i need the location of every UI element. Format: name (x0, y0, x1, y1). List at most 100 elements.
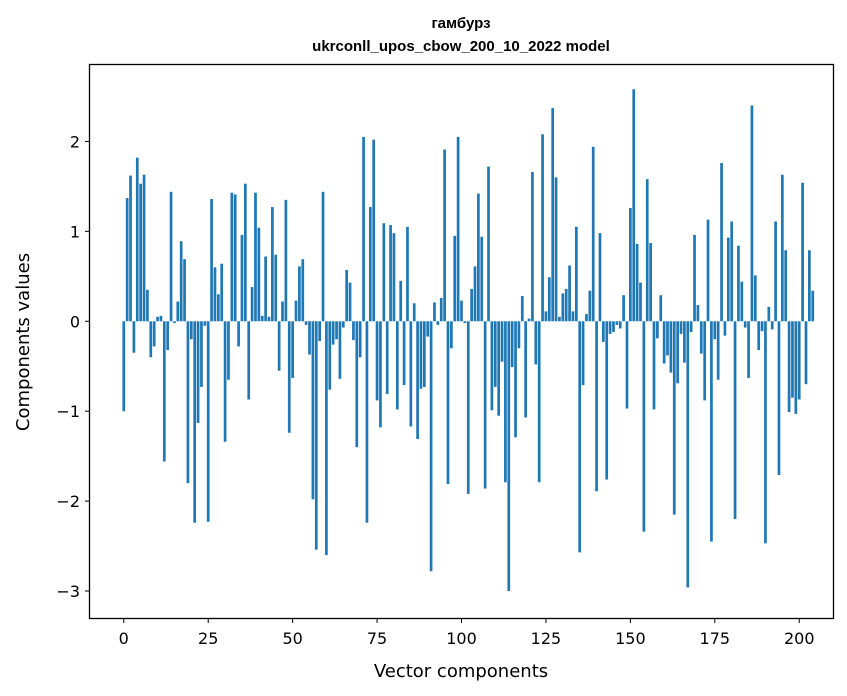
bar (578, 321, 582, 553)
bar (699, 321, 703, 354)
bar (132, 321, 136, 353)
bar (706, 219, 710, 322)
bar (328, 321, 332, 390)
bar (237, 321, 240, 347)
bar (220, 263, 224, 322)
bar (423, 321, 426, 387)
bar (429, 321, 433, 572)
bar (439, 297, 443, 322)
x-axis-ticks: 0 25 50 75 100 125 150 175 200 (119, 618, 815, 648)
bar (487, 166, 490, 322)
bar (466, 321, 470, 494)
bar (625, 321, 629, 409)
bar (483, 321, 487, 489)
bar (737, 245, 740, 322)
bar (652, 321, 656, 410)
bar (693, 234, 696, 322)
bar (139, 183, 143, 322)
bar (477, 193, 480, 322)
bar (169, 191, 173, 322)
bar (311, 321, 315, 500)
bar (608, 321, 612, 334)
bar (490, 321, 494, 411)
bar (497, 321, 500, 416)
bar (149, 321, 153, 358)
bar (726, 237, 730, 322)
bar (740, 281, 744, 322)
bar (166, 321, 170, 351)
bar (321, 191, 325, 322)
bar (541, 134, 544, 322)
bar (443, 149, 446, 322)
bar (233, 194, 237, 322)
bar (314, 321, 318, 550)
bar (588, 290, 592, 322)
bar (537, 321, 541, 483)
bar (629, 207, 632, 322)
bar (757, 321, 761, 351)
bar (544, 311, 548, 322)
bar (777, 321, 781, 476)
bar (274, 254, 278, 322)
y-axis-ticks: −3 −2 −1 0 1 2 (56, 132, 90, 601)
bar (470, 288, 473, 322)
bar-series (122, 89, 815, 592)
bar (352, 321, 355, 341)
bar (504, 321, 507, 483)
bar (183, 259, 186, 322)
bar (318, 321, 321, 342)
bar (196, 321, 200, 423)
bar (618, 321, 622, 329)
bar (200, 321, 203, 387)
bar (281, 301, 284, 322)
bar (642, 321, 646, 532)
bar (510, 321, 514, 368)
bar (662, 321, 666, 364)
bar (723, 321, 727, 336)
bar (375, 321, 379, 401)
bar (598, 233, 602, 322)
bar (733, 321, 737, 520)
bar (456, 136, 460, 322)
chart-title: гамбурз (431, 15, 490, 32)
bar (713, 321, 717, 340)
bar (379, 321, 382, 428)
bar (210, 198, 213, 322)
bar (250, 287, 254, 322)
x-axis-label: Vector components (374, 661, 548, 682)
bar (547, 277, 551, 322)
y-axis-label: Components values (13, 253, 34, 431)
bar (146, 289, 149, 322)
bar (129, 175, 132, 322)
bar (571, 311, 575, 322)
bar (399, 280, 403, 322)
bar (176, 301, 180, 322)
bar (534, 321, 538, 365)
bar (649, 243, 652, 322)
bar (500, 321, 504, 362)
bar (406, 226, 409, 322)
bar (385, 321, 389, 395)
bar (206, 321, 210, 522)
bar (770, 321, 774, 330)
bar (581, 321, 585, 386)
bar (493, 321, 497, 387)
bar (720, 163, 723, 322)
bar (419, 321, 423, 389)
bar (362, 136, 365, 322)
bar (453, 235, 457, 322)
x-tick-label: 150 (615, 629, 646, 648)
bar (173, 321, 176, 324)
x-tick-label: 25 (198, 629, 218, 648)
bar (257, 227, 261, 322)
bar (426, 321, 430, 337)
bar (372, 139, 376, 322)
bar (517, 321, 521, 349)
bar (392, 233, 396, 322)
bar (558, 316, 561, 322)
bar (710, 321, 713, 542)
bar (780, 174, 784, 322)
bar (564, 288, 568, 322)
bar (345, 270, 349, 322)
